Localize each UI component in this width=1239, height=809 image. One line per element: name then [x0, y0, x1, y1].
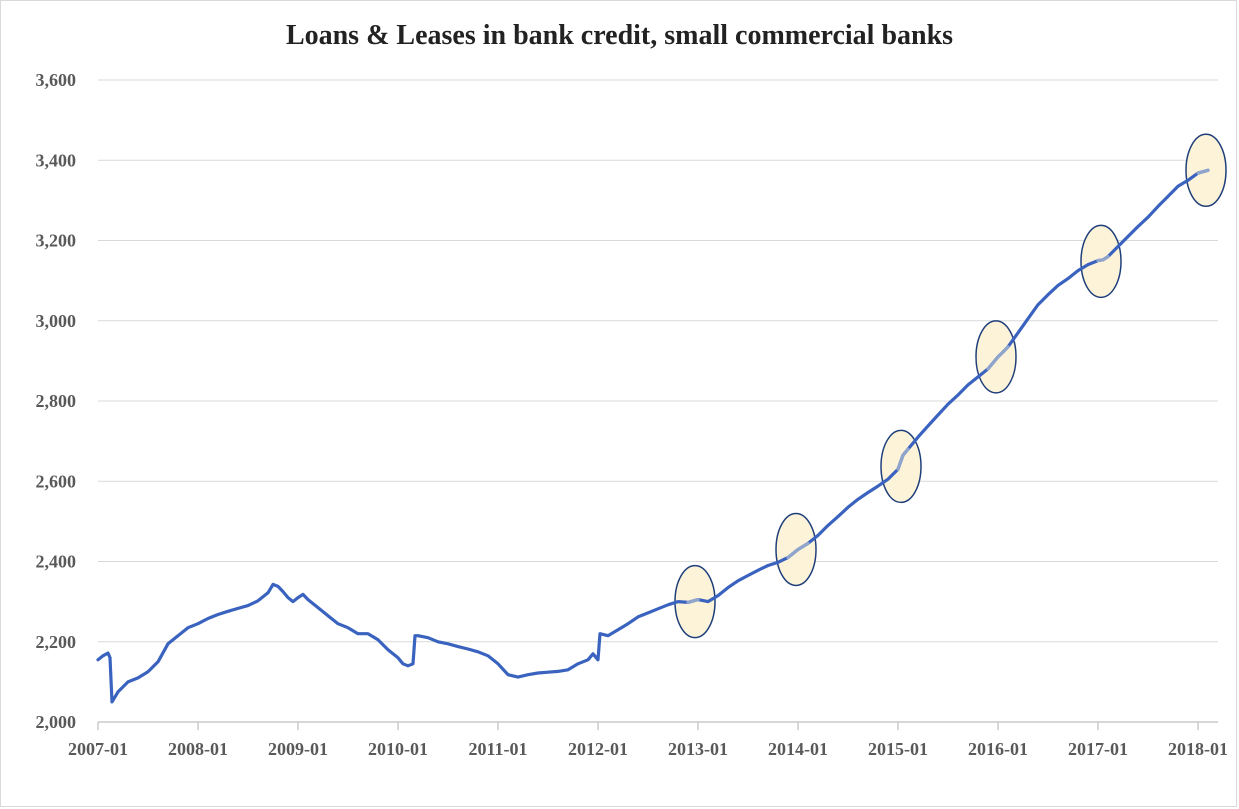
y-tick-label: 2,400: [36, 552, 77, 572]
highlight-markers: [674, 133, 1227, 639]
x-tick-label: 2014-01: [768, 739, 828, 759]
series-highlight-segment: [896, 447, 910, 471]
series-group: [96, 168, 1210, 704]
x-tick-label: 2012-01: [568, 739, 628, 759]
y-axis-ticks: 2,000 2,200 2,400 2,600 2,800 3,000 3,200 3,400…: [36, 70, 77, 732]
y-tick-label: 2,800: [36, 391, 77, 411]
x-tick-label: 2016-01: [968, 739, 1028, 759]
x-tick-label: 2008-01: [168, 739, 228, 759]
y-tick-label: 2,200: [36, 632, 77, 652]
series-line: [96, 168, 1210, 704]
y-tick-label: 3,200: [36, 231, 77, 251]
x-tick-label: 2009-01: [268, 739, 328, 759]
x-tick-label: 2018-01: [1168, 739, 1228, 759]
series-highlight-segment: [1096, 255, 1110, 263]
chart-title: Loans & Leases in bank credit, small com…: [285, 20, 954, 51]
x-tick-label: 2015-01: [868, 739, 928, 759]
x-axis: [97, 721, 1218, 730]
gridlines: [98, 79, 1218, 643]
y-tick-label: 2,600: [36, 471, 77, 491]
x-tick-label: 2010-01: [368, 739, 428, 759]
y-tick-label: 3,400: [36, 150, 77, 170]
x-axis-ticks: 2007-01 2008-01 2009-01 2010-01 2011-01 2012-…: [68, 739, 1228, 759]
series-highlight-segment: [986, 345, 1010, 371]
y-tick-label: 3,000: [36, 311, 77, 331]
x-tick-label: 2007-01: [68, 739, 128, 759]
series-highlight-segment: [786, 541, 810, 560]
highlight-ellipse: [880, 429, 922, 504]
y-tick-label: 3,600: [36, 70, 77, 90]
y-tick-label: 2,000: [36, 712, 77, 732]
x-tick-label: 2013-01: [668, 739, 728, 759]
x-tick-label: 2011-01: [468, 739, 527, 759]
series-highlight-segment: [1196, 168, 1210, 175]
x-tick-label: 2017-01: [1068, 739, 1128, 759]
series-highlight-segment: [686, 598, 700, 604]
